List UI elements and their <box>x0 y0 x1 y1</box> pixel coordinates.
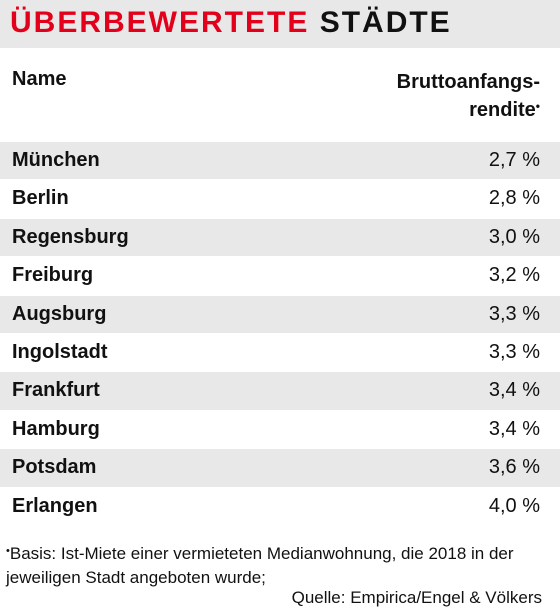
city-name: Frankfurt <box>12 379 100 402</box>
title-red-part: ÜBERBEWERTETE <box>10 6 310 39</box>
title-bar: ÜBERBEWERTETE STÄDTE <box>0 0 560 48</box>
chart-title: ÜBERBEWERTETE STÄDTE <box>10 6 452 40</box>
table-row: Ingolstadt 3,3 % <box>0 332 560 372</box>
column-header-value: Bruttoanfangs- rendite• <box>340 68 540 126</box>
table-row: Regensburg 3,0 % <box>0 217 560 257</box>
yield-value: 4,0 % <box>488 494 540 517</box>
yield-value: 3,4 % <box>488 379 540 402</box>
table-row: Potsdam 3,6 % <box>0 448 560 487</box>
yield-value: 3,4 % <box>488 417 540 440</box>
column-header-value-line2-text: rendite <box>469 99 536 121</box>
source-credit: Quelle: Empirica/Engel & Völkers <box>291 588 542 607</box>
city-name: Berlin <box>12 187 69 210</box>
column-header-value-line1: Bruttoanfangs- <box>396 71 540 93</box>
yield-value: 3,6 % <box>488 456 540 479</box>
table-row: München 2,7 % <box>0 141 560 180</box>
table-row: Hamburg 3,4 % <box>0 409 560 449</box>
city-name: Augsburg <box>12 302 107 325</box>
city-name: Ingolstadt <box>12 340 108 363</box>
table-row: Augsburg 3,3 % <box>0 294 560 333</box>
yield-value: 2,8 % <box>488 187 540 210</box>
footnote-text: Basis: Ist-Miete einer vermieteten Media… <box>6 544 514 587</box>
city-name: München <box>12 149 100 171</box>
table-row: Berlin 2,8 % <box>0 179 560 218</box>
footnote-marker-bottom: • <box>6 545 10 557</box>
footnote: •Basis: Ist-Miete einer vermieteten Medi… <box>6 543 551 589</box>
table-body: München 2,7 % Berlin 2,8 % Regensburg 3,0 % Fr… <box>0 141 560 525</box>
yield-value: 3,2 % <box>488 264 540 287</box>
yield-value: 3,0 % <box>488 225 540 248</box>
title-dark-part: STÄDTE <box>319 6 452 39</box>
table-header: Name Bruttoanfangs- rendite• <box>0 48 560 141</box>
footnote-marker: • <box>535 99 540 113</box>
table-row: Freiburg 3,2 % <box>0 256 560 295</box>
city-name: Freiburg <box>12 264 94 287</box>
city-name: Potsdam <box>12 456 97 479</box>
city-name: Hamburg <box>12 417 100 440</box>
column-header-value-line2: rendite• <box>340 96 540 126</box>
yield-value: 2,7 % <box>488 149 540 171</box>
city-name: Erlangen <box>12 494 98 517</box>
column-header-name: Name <box>12 68 67 90</box>
table-row: Erlangen 4,0 % <box>0 486 560 525</box>
city-name: Regensburg <box>12 225 129 248</box>
yield-value: 3,3 % <box>488 302 540 325</box>
yield-value: 3,3 % <box>488 340 540 363</box>
table-row: Frankfurt 3,4 % <box>0 371 560 410</box>
